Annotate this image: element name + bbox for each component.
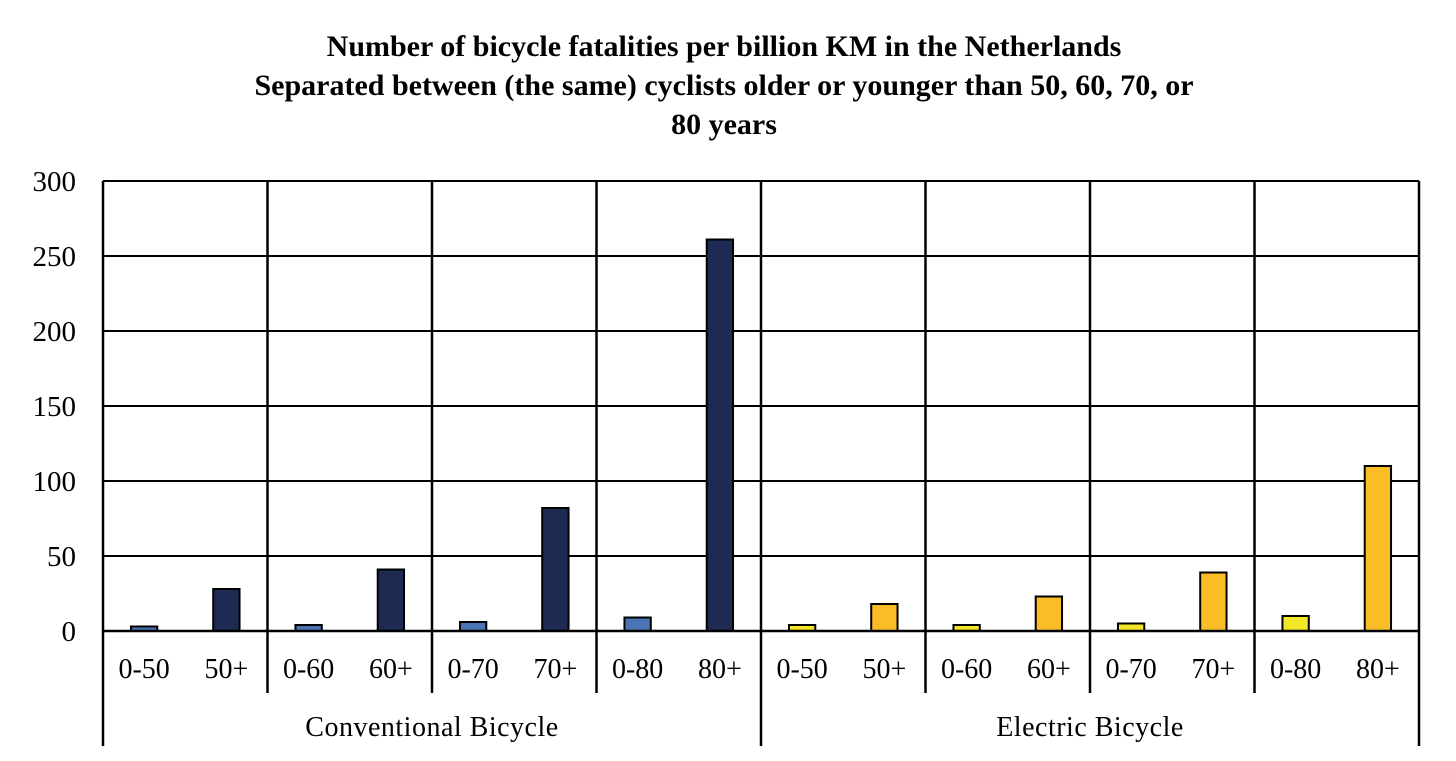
x-axis-group-labels: Conventional Bicycle Electric Bicycle (305, 712, 1183, 743)
bar-electric-50plus (870, 603, 899, 632)
group-label-conventional-bicycle: Conventional Bicycle (305, 712, 558, 743)
y-tick-label-250: 250 (33, 241, 77, 273)
chart-title: Number of bicycle fatalities per billion… (327, 30, 1122, 63)
bar-conventional-0-70 (458, 621, 488, 632)
category-label-conventional-60plus: 60+ (369, 654, 413, 685)
y-axis-tick-labels: 0 50 100 150 200 250 300 (33, 166, 77, 648)
category-label-conventional-50plus: 50+ (204, 654, 248, 685)
bar-electric-0-80 (1281, 615, 1310, 632)
bar-electric-60plus (1034, 595, 1064, 632)
bar-electric-70plus (1199, 571, 1228, 632)
bar-conventional-80plus (705, 238, 735, 632)
x-axis-category-labels: 0-50 50+ 0-60 60+ 0-70 70+ 0-80 80+ 0-50 50+ 0-60 6… (118, 654, 1399, 685)
category-label-electric-70plus: 70+ (1191, 654, 1235, 685)
y-tick-label-0: 0 (62, 616, 77, 648)
bar-conventional-0-80 (623, 616, 652, 632)
y-tick-label-200: 200 (33, 316, 77, 348)
category-label-conventional-0-80: 0-80 (612, 654, 663, 685)
chart-subtitle-line-2: 80 years (671, 108, 777, 141)
category-label-conventional-80plus: 80+ (698, 654, 742, 685)
y-tick-label-150: 150 (33, 391, 77, 423)
bars (129, 238, 1393, 632)
category-label-electric-0-80: 0-80 (1270, 654, 1321, 685)
group-label-electric-bicycle: Electric Bicycle (996, 712, 1184, 743)
y-tick-label-100: 100 (33, 466, 77, 498)
bar-conventional-70plus (541, 507, 570, 632)
bar-conventional-50plus (212, 588, 241, 632)
category-label-electric-0-60: 0-60 (941, 654, 992, 685)
category-label-electric-50plus: 50+ (862, 654, 906, 685)
category-label-electric-60plus: 60+ (1027, 654, 1071, 685)
category-label-electric-0-70: 0-70 (1105, 654, 1156, 685)
y-tick-label-50: 50 (47, 541, 76, 573)
category-label-conventional-0-70: 0-70 (447, 654, 498, 685)
category-label-conventional-70plus: 70+ (533, 654, 577, 685)
chart-subtitle-line-1: Separated between (the same) cyclists ol… (254, 69, 1193, 102)
category-label-conventional-0-60: 0-60 (283, 654, 334, 685)
axes (101, 181, 1421, 746)
y-tick-label-300: 300 (33, 166, 77, 198)
category-label-electric-80plus: 80+ (1356, 654, 1400, 685)
bar-conventional-60plus (376, 568, 406, 632)
bar-electric-80plus (1363, 465, 1393, 632)
category-label-conventional-0-50: 0-50 (118, 654, 169, 685)
category-label-electric-0-50: 0-50 (776, 654, 827, 685)
